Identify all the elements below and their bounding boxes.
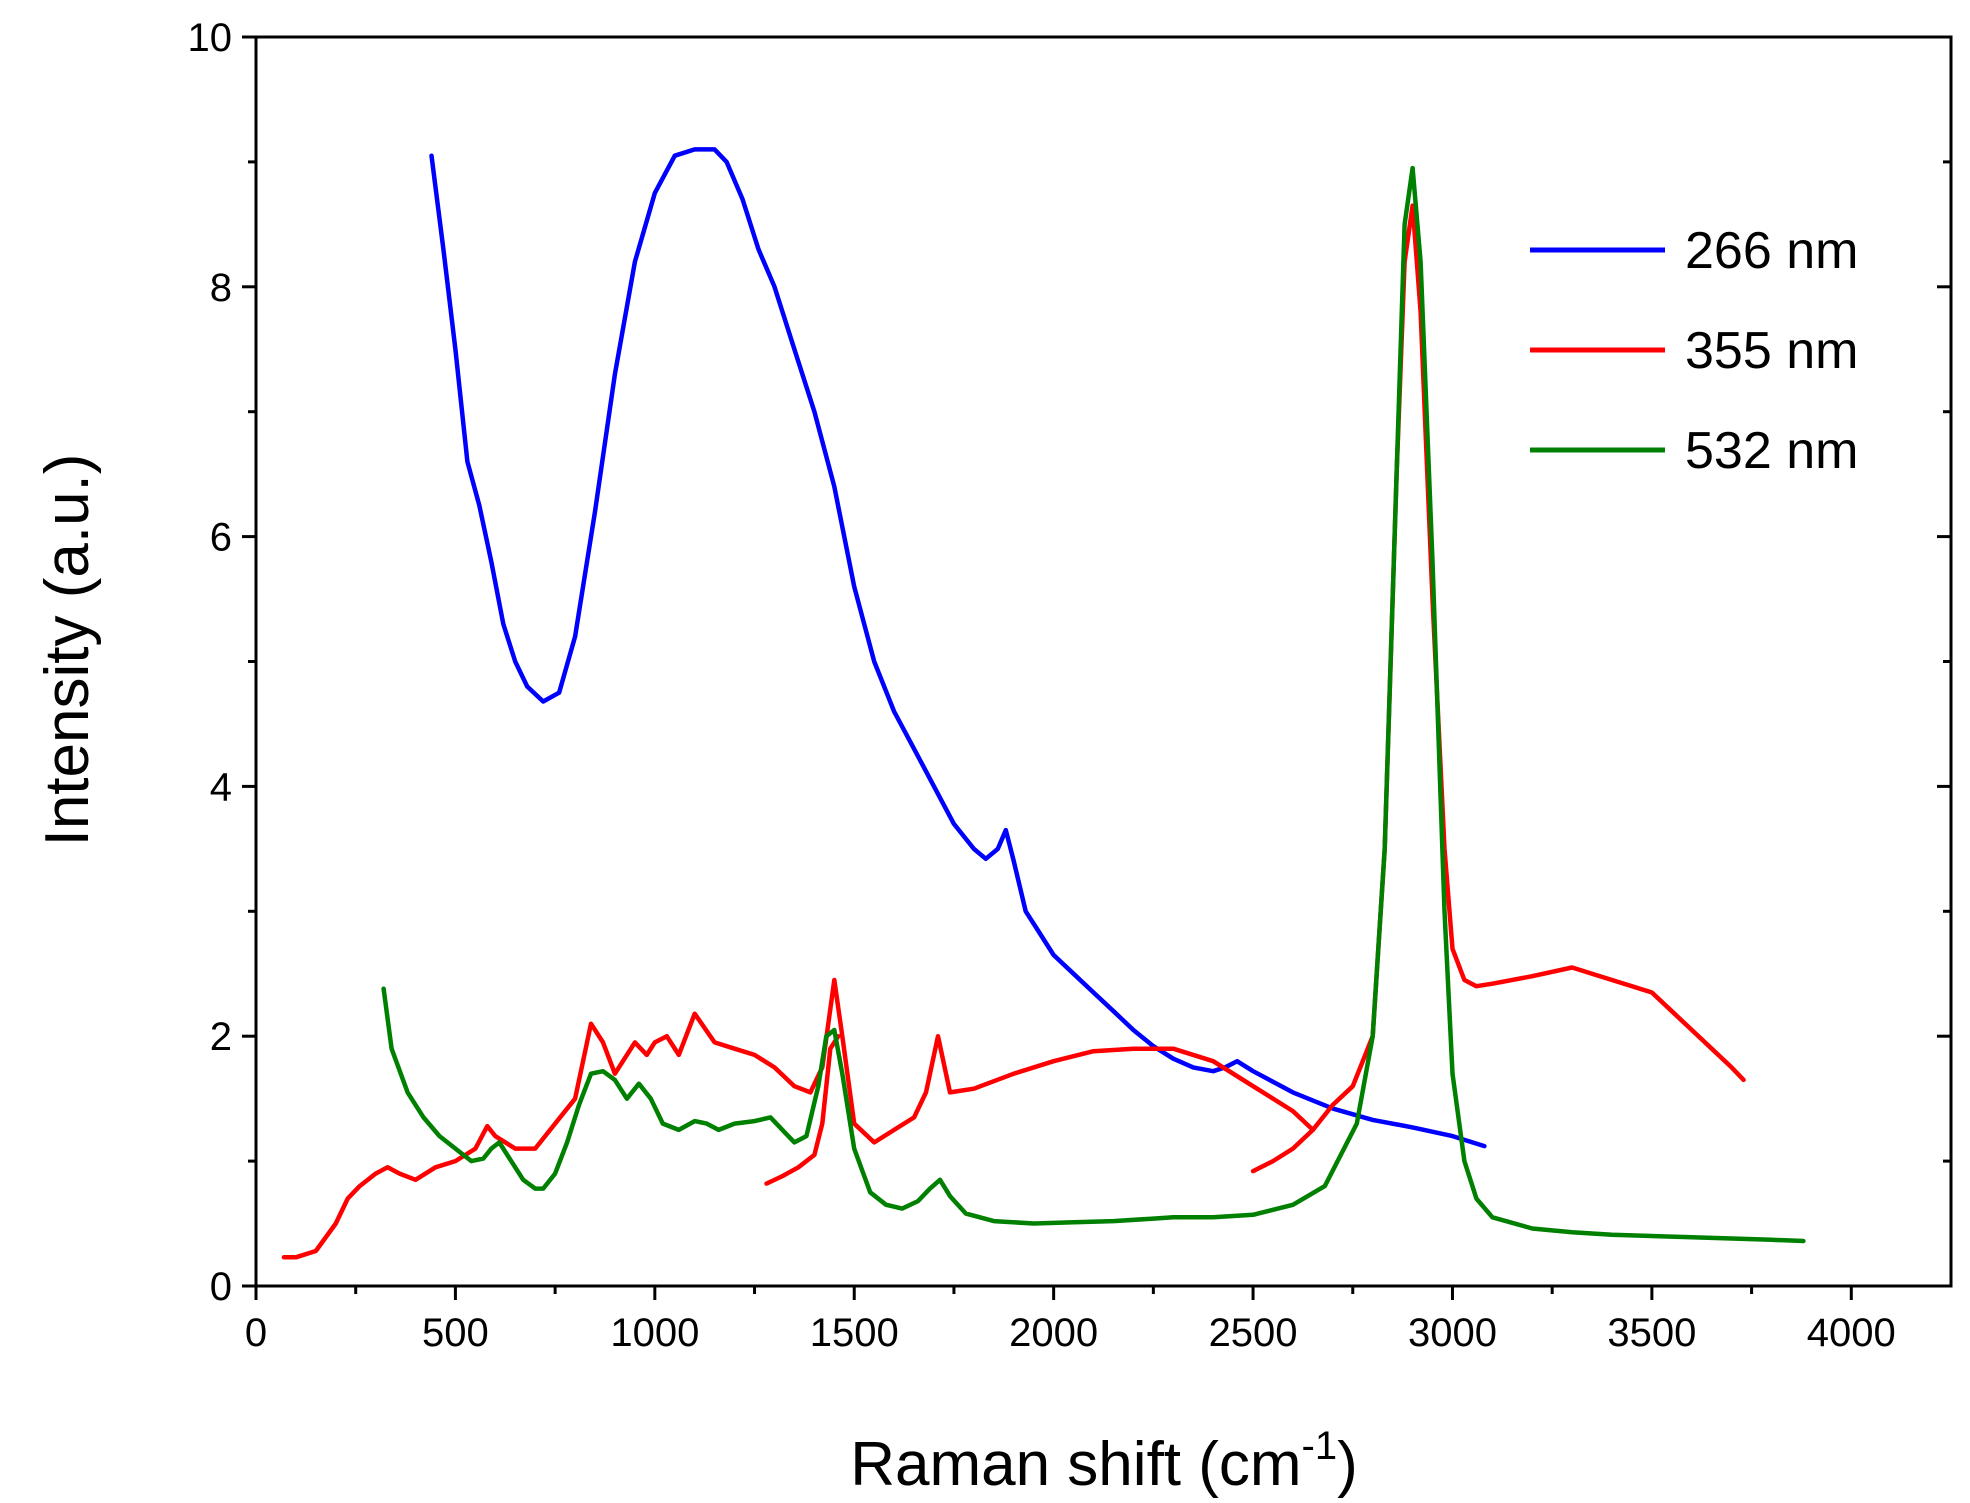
x-tick-label: 500 [422,1311,489,1355]
x-tick-label: 1000 [610,1311,699,1355]
y-tick-label: 8 [210,266,232,310]
x-tick-label: 1500 [810,1311,899,1355]
series-line-355-nm-segment-2 [764,1033,841,1186]
legend: 266 nm 355 nm 532 nm [1530,222,1858,480]
y-tick-label: 10 [188,16,233,60]
y-tick-label: 4 [210,765,232,809]
legend-label: 532 nm [1685,422,1858,480]
ticks-layer: 0 500 1000 1500 2000 2500 3000 3500 4000 0 2 4 6 8 10 [188,16,1951,1355]
x-tick-label: 2000 [1009,1311,1098,1355]
series-line-355-nm-segment-3 [1250,203,1746,1174]
x-tick-label: 2500 [1209,1311,1298,1355]
x-axis-title: Raman shift (cm-1) [850,1424,1358,1499]
y-tick-label: 2 [210,1015,232,1059]
x-tick-label: 0 [245,1311,267,1355]
y-axis-title: Intensity (a.u.) [33,454,102,847]
y-tick-label: 0 [210,1265,232,1309]
series-line-355-nm [281,977,1316,1260]
x-tick-label: 3000 [1408,1311,1497,1355]
series-line-532-nm [381,165,1806,1244]
x-tick-label: 4000 [1807,1311,1896,1355]
series-layer [281,147,1806,1260]
x-tick-label: 3500 [1607,1311,1696,1355]
y-tick-label: 6 [210,516,232,560]
legend-label: 266 nm [1685,222,1858,280]
series-line-266-nm [429,147,1487,1149]
x-axis-title-superscript: -1 [1302,1424,1338,1468]
legend-label: 355 nm [1685,322,1858,380]
